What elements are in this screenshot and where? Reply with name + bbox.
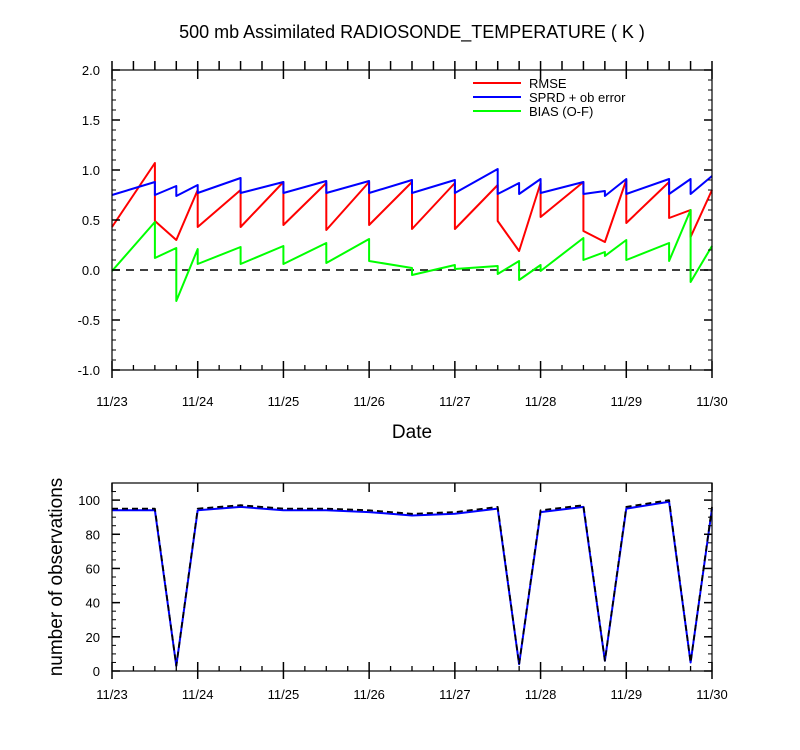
- panel1-series-line-0: [112, 500, 713, 667]
- panel1-x-tick-label: 11/26: [353, 687, 385, 702]
- panel1-x-tick-label: 11/27: [439, 687, 471, 702]
- panel1-y-tick-label: 0: [93, 664, 100, 679]
- panel0-x-tick-label: 11/26: [353, 394, 385, 409]
- bottom-y-axis-title: number of observations: [46, 478, 67, 677]
- panel0-legend-label-0: RMSE: [529, 76, 567, 91]
- panel1-x-tick-label: 11/28: [525, 687, 557, 702]
- bottom-plot-area: 11/23 11/24 11/25 11/26 11/27 11/28 11/29 11/30…: [78, 482, 728, 702]
- panel1-x-tick-label: 11/25: [268, 687, 300, 702]
- panel0-legend-label-2: BIAS (O-F): [529, 104, 593, 119]
- panel0-y-tick-label: 0.5: [82, 213, 100, 228]
- panel0-x-tick-label: 11/23: [96, 394, 128, 409]
- panel1-series-line-1: [112, 499, 713, 667]
- top-x-axis-title: Date: [392, 422, 432, 443]
- panel1-y-tick-label: 40: [86, 596, 100, 611]
- panel0-series-line-0: [111, 162, 713, 252]
- panel0-series-line-1: [111, 168, 713, 197]
- panel0-x-tick-label: 11/27: [439, 394, 471, 409]
- panel1-y-tick-label: 60: [86, 561, 100, 576]
- panel1-x-tick-label: 11/24: [182, 687, 214, 702]
- panel0-y-tick-label: 2.0: [82, 63, 100, 78]
- panel1-plot-frame: [111, 482, 713, 672]
- panel0-series-line-2: [111, 209, 713, 302]
- panel1-x-tick-label: 11/30: [696, 687, 728, 702]
- panel0-y-tick-label: -1.0: [78, 363, 100, 378]
- panel0-x-tick-label: 11/25: [268, 394, 300, 409]
- panel0-legend-label-1: SPRD + ob error: [529, 90, 626, 105]
- top-plot-area: 11/23 11/24 11/25 11/26 11/27 11/28 11/29 11/30…: [78, 61, 728, 409]
- panel1-x-tick-label: 11/23: [96, 687, 128, 702]
- panel1-x-tick-label: 11/29: [610, 687, 642, 702]
- panel0-x-tick-label: 11/29: [610, 394, 642, 409]
- panel0-y-tick-label: -0.5: [78, 313, 100, 328]
- chart-title: 500 mb Assimilated RADIOSONDE_TEMPERATUR…: [179, 22, 645, 43]
- panel0-y-tick-label: 1.0: [82, 163, 100, 178]
- panel0-x-tick-label: 11/24: [182, 394, 214, 409]
- panel1-y-tick-label: 80: [86, 527, 100, 542]
- panel0-y-tick-label: 1.5: [82, 113, 100, 128]
- panel0-y-tick-label: 0.0: [82, 263, 100, 278]
- panel0-x-tick-label: 11/30: [696, 394, 728, 409]
- panel1-y-tick-label: 100: [78, 493, 100, 508]
- panel0-x-tick-label: 11/28: [525, 394, 557, 409]
- panel1-y-tick-label: 20: [86, 630, 100, 645]
